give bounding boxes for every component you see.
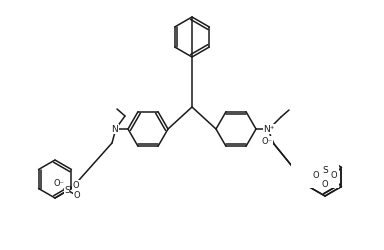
Text: O: O (322, 180, 328, 189)
Text: S: S (64, 186, 70, 195)
Text: N⁺: N⁺ (263, 125, 275, 134)
Text: N: N (112, 125, 118, 134)
Text: O: O (331, 171, 337, 180)
Text: O⁻: O⁻ (53, 179, 65, 188)
Text: S: S (322, 166, 328, 175)
Text: O: O (74, 191, 80, 200)
Text: O: O (313, 171, 319, 180)
Text: O⁻: O⁻ (262, 137, 273, 146)
Text: O: O (73, 181, 79, 190)
Bar (291, 140, 339, 188)
